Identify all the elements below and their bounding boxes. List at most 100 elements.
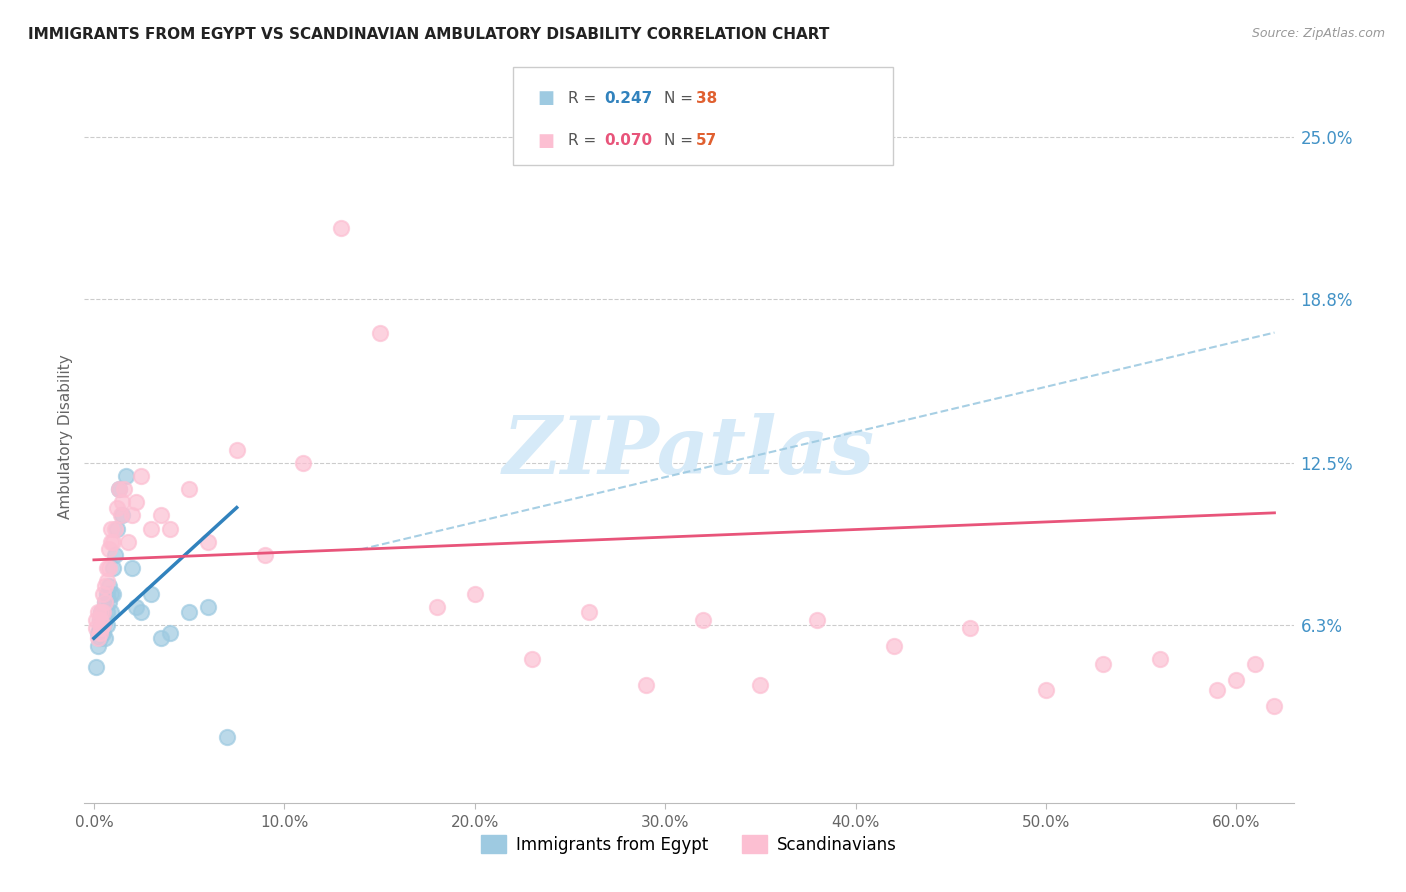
Point: [100, 521, 122, 535]
Point: [86, 632, 108, 646]
Y-axis label: Ambulatory Disability: Ambulatory Disability: [58, 355, 73, 519]
Point: [98, 579, 121, 593]
Point: [93, 626, 115, 640]
Text: ZIPatlas: ZIPatlas: [503, 413, 875, 491]
Point: [94, 594, 117, 608]
Point: [98, 560, 121, 574]
Point: [115, 469, 138, 483]
Point: [110, 508, 132, 523]
Point: [93, 605, 115, 619]
Point: [520, 652, 543, 666]
Point: [125, 495, 148, 509]
Point: [149, 508, 172, 523]
Point: [692, 613, 714, 627]
Point: [90, 621, 112, 635]
Point: [1149, 652, 1171, 666]
Point: [90, 626, 112, 640]
Point: [90, 605, 112, 619]
Point: [225, 443, 247, 458]
Point: [464, 587, 486, 601]
Point: [100, 587, 122, 601]
Point: [426, 599, 449, 614]
Point: [90, 605, 112, 619]
Point: [89, 626, 111, 640]
Point: [111, 508, 134, 523]
Point: [86, 626, 108, 640]
Point: [89, 613, 111, 627]
Point: [107, 483, 129, 497]
Point: [100, 534, 122, 549]
Point: [139, 521, 162, 535]
Point: [1225, 673, 1247, 687]
Point: [101, 534, 124, 549]
Point: [94, 579, 117, 593]
Point: [98, 542, 121, 557]
Legend: Immigrants from Egypt, Scandinavians: Immigrants from Egypt, Scandinavians: [475, 829, 903, 860]
Point: [96, 574, 118, 588]
Point: [749, 678, 772, 692]
Point: [105, 500, 128, 515]
Point: [96, 605, 118, 619]
Text: 0.247: 0.247: [605, 91, 652, 105]
Point: [959, 621, 981, 635]
Point: [121, 508, 143, 523]
Point: [121, 560, 143, 574]
Text: 0.070: 0.070: [605, 134, 652, 148]
Text: R =: R =: [568, 91, 602, 105]
Point: [104, 521, 127, 535]
Point: [149, 632, 172, 646]
Point: [86, 605, 108, 619]
Point: [177, 605, 200, 619]
Point: [254, 548, 277, 562]
Point: [139, 587, 162, 601]
Point: [112, 483, 135, 497]
Text: ■: ■: [537, 132, 554, 150]
Point: [111, 495, 134, 509]
Point: [636, 678, 658, 692]
Point: [84, 621, 107, 635]
Point: [292, 456, 315, 470]
Point: [1092, 657, 1115, 672]
Text: ■: ■: [537, 89, 554, 107]
Point: [368, 326, 391, 340]
Point: [217, 731, 239, 745]
Point: [94, 632, 117, 646]
Text: 38: 38: [696, 91, 717, 105]
Point: [806, 613, 828, 627]
Point: [96, 618, 118, 632]
Point: [105, 521, 128, 535]
Point: [131, 469, 153, 483]
Point: [159, 626, 181, 640]
Text: N =: N =: [664, 134, 697, 148]
Point: [197, 534, 219, 549]
Point: [104, 548, 127, 562]
Point: [94, 613, 117, 627]
Point: [883, 639, 905, 653]
Text: 57: 57: [696, 134, 717, 148]
Point: [1035, 683, 1057, 698]
Point: [1206, 683, 1229, 698]
Point: [131, 605, 153, 619]
Point: [578, 605, 600, 619]
Point: [100, 605, 122, 619]
Point: [1263, 699, 1285, 714]
Point: [96, 560, 118, 574]
Point: [197, 599, 219, 614]
Point: [89, 632, 111, 646]
Point: [93, 587, 115, 601]
Point: [96, 587, 118, 601]
Point: [93, 618, 115, 632]
Text: Source: ZipAtlas.com: Source: ZipAtlas.com: [1251, 27, 1385, 40]
Point: [107, 483, 129, 497]
Text: R =: R =: [568, 134, 602, 148]
Point: [89, 621, 111, 635]
Point: [98, 594, 121, 608]
Point: [93, 618, 115, 632]
Point: [101, 587, 124, 601]
Point: [90, 621, 112, 635]
Point: [84, 613, 107, 627]
Text: IMMIGRANTS FROM EGYPT VS SCANDINAVIAN AMBULATORY DISABILITY CORRELATION CHART: IMMIGRANTS FROM EGYPT VS SCANDINAVIAN AM…: [28, 27, 830, 42]
Point: [117, 534, 139, 549]
Point: [93, 605, 115, 619]
Point: [330, 221, 353, 235]
